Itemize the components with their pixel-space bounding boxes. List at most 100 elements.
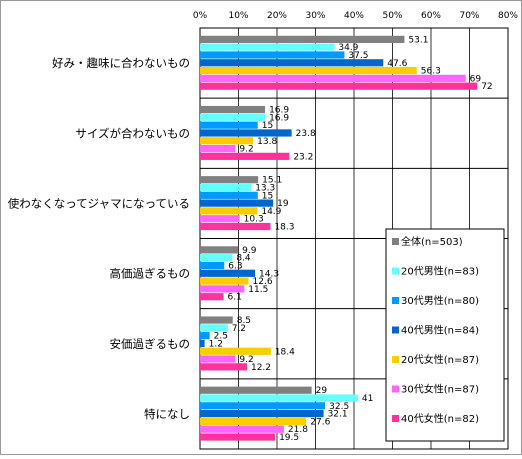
data-label: 12.6 (253, 277, 273, 287)
data-label: 9.2 (239, 145, 253, 155)
bar (200, 113, 266, 121)
x-tick-label: 50% (382, 11, 402, 21)
data-label: 19 (277, 199, 289, 209)
x-tick-label: 20% (267, 11, 287, 21)
legend-swatch (392, 415, 399, 422)
legend-swatch (392, 297, 399, 304)
bar (200, 121, 258, 129)
data-label: 6.1 (227, 293, 241, 303)
data-label: 7.2 (232, 324, 246, 334)
category-label: 特になし (144, 407, 190, 421)
bar (200, 425, 284, 433)
data-label: 11.5 (248, 285, 268, 295)
bar (200, 269, 256, 277)
data-label: 37.5 (348, 51, 368, 61)
data-label: 15.1 (262, 176, 282, 186)
legend-label: 30代女性(n=87) (401, 383, 479, 396)
data-label: 72 (481, 82, 492, 92)
bar (200, 332, 210, 340)
data-label: 15 (262, 191, 273, 201)
data-label: 14.3 (259, 269, 279, 279)
bar (200, 402, 326, 410)
data-label: 47.6 (387, 59, 407, 69)
x-tick-label: 80% (498, 11, 518, 21)
legend-label: 20代男性(n=83) (401, 265, 479, 278)
legend-label: 全体(n=503) (401, 235, 463, 248)
bar (200, 410, 324, 418)
data-label: 53.1 (408, 35, 428, 45)
bar (200, 152, 290, 160)
legend-label: 20代女性(n=87) (401, 353, 479, 366)
legend-label: 40代女性(n=82) (401, 412, 479, 425)
data-label: 21.8 (288, 425, 308, 435)
legend-swatch (392, 356, 399, 363)
x-tick-label: 40% (344, 11, 364, 21)
bar (200, 215, 240, 223)
category-label: 高価過ぎるもの (110, 267, 191, 281)
data-label: 13.3 (255, 184, 275, 194)
legend-swatch (392, 326, 399, 334)
data-label: 18.3 (274, 223, 294, 233)
data-label: 8.4 (236, 254, 251, 264)
bar (200, 339, 205, 348)
data-label: 69 (470, 74, 482, 84)
data-label: 16.9 (269, 106, 289, 116)
data-label: 27.6 (310, 417, 330, 427)
data-label: 23.2 (293, 152, 313, 162)
bar (200, 394, 358, 402)
bar (200, 35, 405, 43)
data-label: 1.2 (209, 339, 223, 349)
bar (200, 82, 478, 90)
data-label: 34.9 (338, 43, 358, 53)
data-label: 18.4 (275, 347, 295, 357)
bar (200, 59, 384, 67)
bar (200, 347, 271, 355)
bar (200, 137, 254, 145)
bar (200, 176, 259, 184)
legend-swatch (392, 385, 399, 393)
x-tick-label: 0% (193, 11, 208, 21)
legend: 全体(n=503) 20代男性(n=83) 30代男性(n=80) 40代男性(n=8… (385, 228, 505, 442)
data-label: 23.8 (296, 129, 316, 139)
data-label: 19.5 (279, 433, 299, 443)
data-label: 32.5 (329, 402, 349, 412)
data-label: 12.2 (251, 363, 271, 373)
bar (200, 386, 312, 394)
x-tick-label: 60% (421, 11, 441, 21)
bar (200, 183, 252, 192)
data-label: 14.9 (261, 207, 281, 217)
bar (200, 222, 271, 231)
bar (200, 277, 249, 285)
category-label: 使わなくなってジャマになっている (8, 196, 190, 210)
legend-swatch (392, 238, 399, 245)
legend-swatch (392, 267, 399, 275)
bar (200, 207, 258, 215)
legend-box (385, 228, 505, 442)
bar (200, 144, 236, 153)
bar (200, 254, 233, 262)
data-label: 6.3 (228, 261, 242, 271)
data-label: 8.5 (237, 316, 251, 326)
bar (200, 74, 466, 82)
category-label: 好み・趣味に合わないもの (52, 56, 190, 70)
bar (200, 191, 258, 199)
data-label: 41 (362, 394, 373, 404)
bar (200, 293, 224, 301)
data-label: 9.9 (242, 246, 257, 256)
data-label: 32.1 (328, 410, 348, 420)
data-label: 13.8 (257, 137, 277, 147)
data-label: 29 (316, 386, 328, 396)
bar (200, 433, 276, 441)
bar (200, 355, 236, 363)
bar (200, 43, 335, 51)
bar (200, 66, 417, 75)
bar (200, 363, 247, 371)
x-tick-label: 30% (305, 11, 325, 21)
category-label: 安価過ぎるもの (110, 337, 191, 351)
bar (200, 129, 292, 137)
bar (200, 199, 274, 207)
legend-label: 30代男性(n=80) (401, 294, 479, 307)
data-label: 2.5 (214, 332, 228, 342)
